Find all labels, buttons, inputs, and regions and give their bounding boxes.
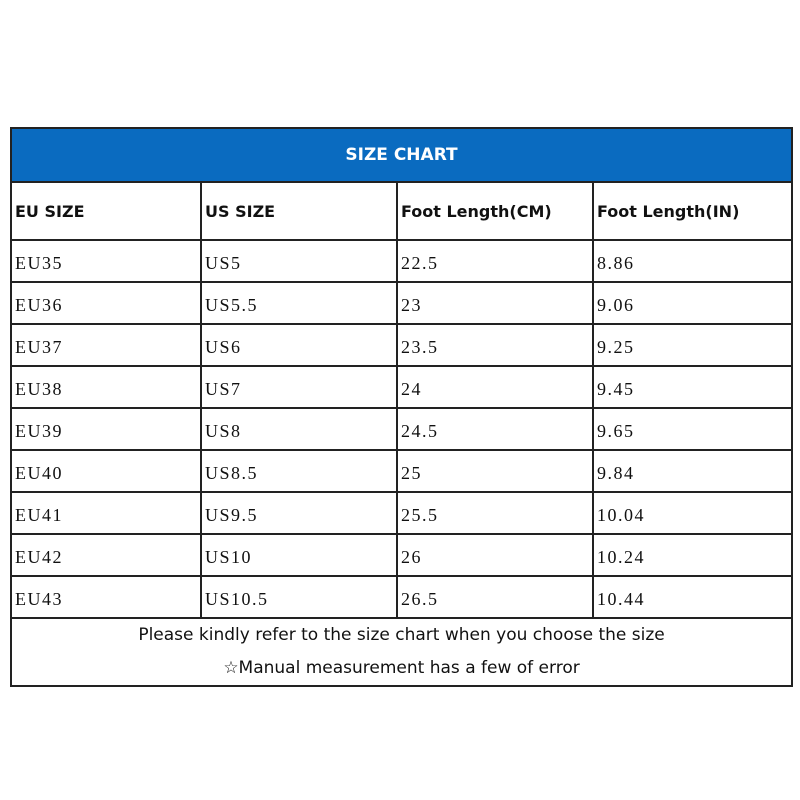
footer-note-measurement: ☆Manual measurement has a few of error [223, 658, 580, 678]
table-cell: US8 [200, 407, 398, 451]
table-row: EU41 US9.5 25.5 10.04 [10, 491, 794, 535]
table-cell: EU41 [10, 491, 202, 535]
table-cell: US5 [200, 239, 398, 283]
table-cell: EU35 [10, 239, 202, 283]
table-row: EU40 US8.5 25 9.84 [10, 449, 794, 493]
table-cell: 9.06 [591, 281, 794, 325]
table-cell: 8.86 [591, 239, 794, 283]
table-cell: US8.5 [200, 449, 398, 493]
table-cell: 23 [396, 281, 594, 325]
table-cell: 26 [396, 533, 594, 577]
table-cell: EU43 [10, 575, 202, 619]
table-cell: 10.04 [591, 491, 794, 535]
column-header: EU SIZE [10, 181, 202, 241]
table-cell: 10.24 [591, 533, 794, 577]
table-row: EU38 US7 24 9.45 [10, 365, 794, 409]
table-cell: US7 [200, 365, 398, 409]
table-cell: 24 [396, 365, 594, 409]
size-chart-table: SIZE CHART EU SIZE US SIZE Foot Length(C… [9, 127, 794, 687]
table-cell: 26.5 [396, 575, 594, 619]
column-header: US SIZE [200, 181, 398, 241]
table-title: SIZE CHART [9, 127, 794, 183]
table-cell: EU36 [10, 281, 202, 325]
table-cell: EU39 [10, 407, 202, 451]
table-cell: 10.44 [591, 575, 794, 619]
table-cell: 9.65 [591, 407, 794, 451]
table-cell: US9.5 [200, 491, 398, 535]
table-row: EU37 US6 23.5 9.25 [10, 323, 794, 367]
table-cell: 9.25 [591, 323, 794, 367]
table-cell: US10 [200, 533, 398, 577]
table-row: EU43 US10.5 26.5 10.44 [10, 575, 794, 619]
table-cell: US5.5 [200, 281, 398, 325]
table-cell: 25 [396, 449, 594, 493]
table-cell: EU40 [10, 449, 202, 493]
table-cell: 9.84 [591, 449, 794, 493]
footer-note-refer: Please kindly refer to the size chart wh… [138, 625, 665, 645]
table-cell: 25.5 [396, 491, 594, 535]
table-cell: US6 [200, 323, 398, 367]
footer-notes: Please kindly refer to the size chart wh… [9, 617, 794, 687]
table-cell: EU37 [10, 323, 202, 367]
table-cell: EU38 [10, 365, 202, 409]
table-cell: 24.5 [396, 407, 594, 451]
table-row: EU42 US10 26 10.24 [10, 533, 794, 577]
table-row: EU39 US8 24.5 9.65 [10, 407, 794, 451]
table-cell: 22.5 [396, 239, 594, 283]
table-cell: 23.5 [396, 323, 594, 367]
table-cell: EU42 [10, 533, 202, 577]
table-row: EU35 US5 22.5 8.86 [10, 239, 794, 283]
column-header: Foot Length(CM) [396, 181, 594, 241]
header-row: EU SIZE US SIZE Foot Length(CM) Foot Len… [10, 181, 794, 241]
table-cell: US10.5 [200, 575, 398, 619]
column-header: Foot Length(IN) [591, 181, 794, 241]
table-row: EU36 US5.5 23 9.06 [10, 281, 794, 325]
table-cell: 9.45 [591, 365, 794, 409]
